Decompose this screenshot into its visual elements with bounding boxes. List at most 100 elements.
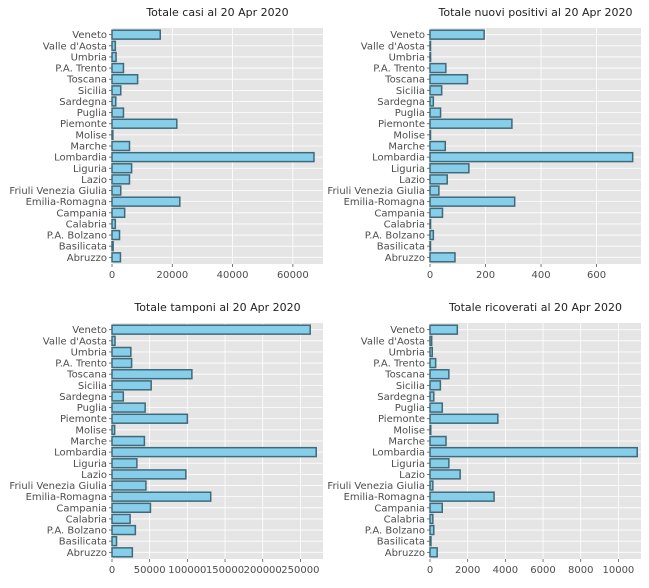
bar-lombardia [429,151,634,163]
bar-sardegna [429,391,435,402]
category-label: Abruzzo [385,253,425,264]
category-label: Toscana [66,370,107,381]
bar-umbria [111,51,117,63]
category-label: Piemonte [60,119,107,130]
bar-calabria [111,513,131,525]
x-tick-label: 250000 [281,565,319,576]
category-label: Molise [75,130,107,141]
bar-p-a-trento [429,62,447,74]
bar-p-a-trento [111,357,133,369]
bar-marche [429,140,447,152]
bar-friuli-venezia-giulia [111,185,122,196]
category-label: Puglia [395,403,425,414]
category-label: Valle d'Aosta [361,336,425,347]
bar-lombardia [429,446,638,458]
category-label: Sicilia [78,381,107,392]
bar-sicilia [111,380,152,391]
category-label: Emilia-Romagna [344,492,425,503]
category-label: Sardegna [377,97,425,108]
x-tick-label: 400 [532,270,551,281]
category-label: Liguria [73,459,107,470]
category-label: Umbria [71,347,107,358]
bar-emilia-romagna [429,491,495,502]
category-label: Liguria [73,164,107,175]
bar-p-a-bolzano [429,229,435,241]
bar-liguria [429,458,450,469]
bar-abruzzo [111,547,134,558]
bar-umbria [429,51,432,63]
bar-umbria [429,346,434,358]
category-label: Basilicata [377,242,425,253]
category-label: Marche [388,437,425,448]
bar-puglia [111,402,146,413]
bar-lazio [429,174,448,185]
bar-sicilia [429,85,443,96]
bar-toscana [429,369,450,380]
bar-marche [111,435,146,447]
x-tick-label: 10000 [602,565,634,576]
category-label: P.A. Trento [55,64,107,75]
category-label: Campania [374,208,425,219]
bar-p-a-bolzano [429,524,435,536]
category-label: Basilicata [377,537,425,548]
bar-sicilia [429,380,442,391]
bar-piemonte [111,413,189,424]
category-label: Calabria [66,219,107,230]
bar-lombardia [111,151,315,163]
category-label: Sardegna [59,97,107,108]
bar-abruzzo [111,252,122,263]
bar-toscana [111,369,193,380]
bar-sardegna [111,391,125,402]
category-label: Molise [393,425,425,436]
bar-abruzzo [429,547,438,558]
x-tick-label: 4000 [493,565,518,576]
category-label: Calabria [384,219,425,230]
category-label: Abruzzo [385,548,425,559]
category-label: Piemonte [60,414,107,425]
x-tick-label: 50000 [134,565,166,576]
bar-puglia [429,402,443,413]
category-label: Marche [388,142,425,153]
bar-calabria [111,218,117,230]
bar-umbria [111,346,132,358]
category-label: Valle d'Aosta [43,41,107,52]
category-label: P.A. Trento [55,359,107,370]
bar-friuli-venezia-giulia [429,185,440,196]
bar-campania [429,502,443,513]
category-label: Lazio [399,175,425,186]
x-tick-label: 600 [587,270,606,281]
bar-p-a-trento [111,62,125,74]
category-label: Basilicata [59,537,107,548]
bar-p-a-bolzano [111,524,137,536]
category-label: Liguria [391,459,425,470]
bar-sardegna [429,96,435,107]
category-label: Lombardia [54,448,107,459]
bar-campania [429,207,444,218]
chart-title: Totale nuovi positivi al 20 Apr 2020 [438,6,633,19]
x-tick-label: 40000 [217,270,249,281]
category-label: Emilia-Romagna [26,197,107,208]
bar-valle-d-aosta [111,40,117,52]
chart-title: Totale casi al 20 Apr 2020 [145,6,288,19]
bar-basilicata [111,240,114,252]
bar-emilia-romagna [429,196,516,207]
category-label: Friuli Venezia Giulia [327,481,425,492]
bar-lazio [429,469,461,480]
category-label: Emilia-Romagna [26,492,107,503]
bar-liguria [429,163,470,174]
category-label: Abruzzo [67,548,107,559]
bar-liguria [111,163,133,174]
category-label: P.A. Bolzano [365,526,425,537]
bar-molise [111,424,116,436]
category-label: Lombardia [372,153,425,164]
x-tick-label: 0 [109,270,115,281]
bar-emilia-romagna [111,491,212,502]
category-label: Piemonte [378,414,425,425]
bar-friuli-venezia-giulia [429,480,434,491]
category-label: Umbria [389,52,425,63]
bar-p-a-bolzano [111,229,121,241]
category-label: P.A. Trento [373,64,425,75]
bar-marche [429,435,447,447]
